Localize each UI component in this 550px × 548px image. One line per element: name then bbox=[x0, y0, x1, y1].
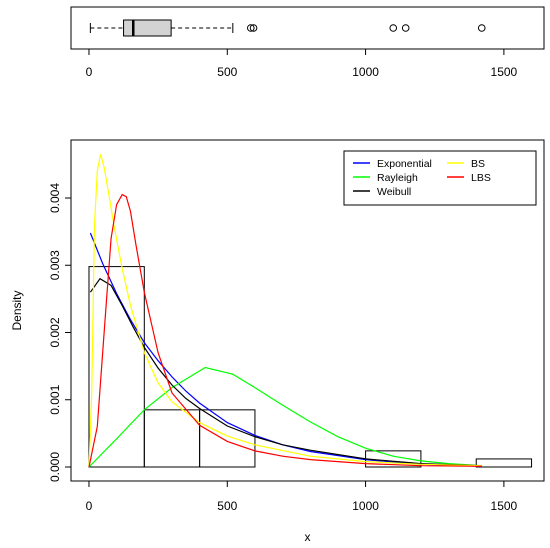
density-curve-exponential bbox=[89, 232, 482, 467]
x-tick-label: 0 bbox=[86, 499, 93, 513]
legend-label: LBS bbox=[471, 172, 491, 184]
x-tick-label: 1500 bbox=[491, 499, 518, 513]
y-tick-label: 0.000 bbox=[48, 452, 62, 482]
x-tick-label: 500 bbox=[217, 499, 237, 513]
legend-label: Rayleigh bbox=[377, 172, 418, 184]
legend: Exponential Rayleigh Weibull BS LBS bbox=[343, 150, 537, 206]
histogram-bar bbox=[475, 458, 533, 468]
boxplot-x-tick-label: 1500 bbox=[491, 65, 518, 79]
boxplot-outlier-point bbox=[477, 24, 486, 32]
density-curve-weibull bbox=[89, 277, 482, 467]
histogram-bar bbox=[199, 409, 256, 468]
boxplot-outlier-point bbox=[246, 24, 255, 32]
boxplot-x-tick-label: 500 bbox=[217, 65, 237, 79]
y-tick-label: 0.004 bbox=[48, 183, 62, 213]
box-iqr bbox=[123, 19, 172, 37]
legend-label: Exponential bbox=[377, 158, 432, 170]
y-tick-label: 0.003 bbox=[48, 250, 62, 280]
histogram-bar bbox=[88, 266, 145, 468]
boxplot-outlier-point bbox=[401, 24, 410, 32]
y-tick-label: 0.001 bbox=[48, 384, 62, 414]
boxplot-outlier-point bbox=[389, 24, 398, 32]
histogram-bar bbox=[143, 409, 201, 468]
boxplot-panel: 0 500 1000 1500 bbox=[70, 6, 545, 79]
y-axis-title: Density bbox=[10, 290, 24, 330]
y-tick-label: 0.002 bbox=[48, 317, 62, 347]
density-curve-bs bbox=[88, 154, 482, 468]
density-curve-rayleigh bbox=[88, 366, 482, 468]
density-curve-lbs bbox=[88, 193, 482, 468]
x-axis-title: x bbox=[305, 530, 311, 544]
x-tick-label: 1000 bbox=[352, 499, 379, 513]
boxplot-x-tick-label: 0 bbox=[86, 65, 93, 79]
legend-box bbox=[343, 150, 537, 206]
legend-label: Weibull bbox=[377, 186, 411, 198]
boxplot-outlier-point bbox=[249, 24, 258, 32]
legend-label: BS bbox=[471, 158, 485, 170]
histogram-panel: 0 500 1000 1500 0.000 0.001 0.002 0.003 0.004 x De… bbox=[10, 139, 545, 544]
boxplot-x-tick-label: 1000 bbox=[352, 65, 379, 79]
